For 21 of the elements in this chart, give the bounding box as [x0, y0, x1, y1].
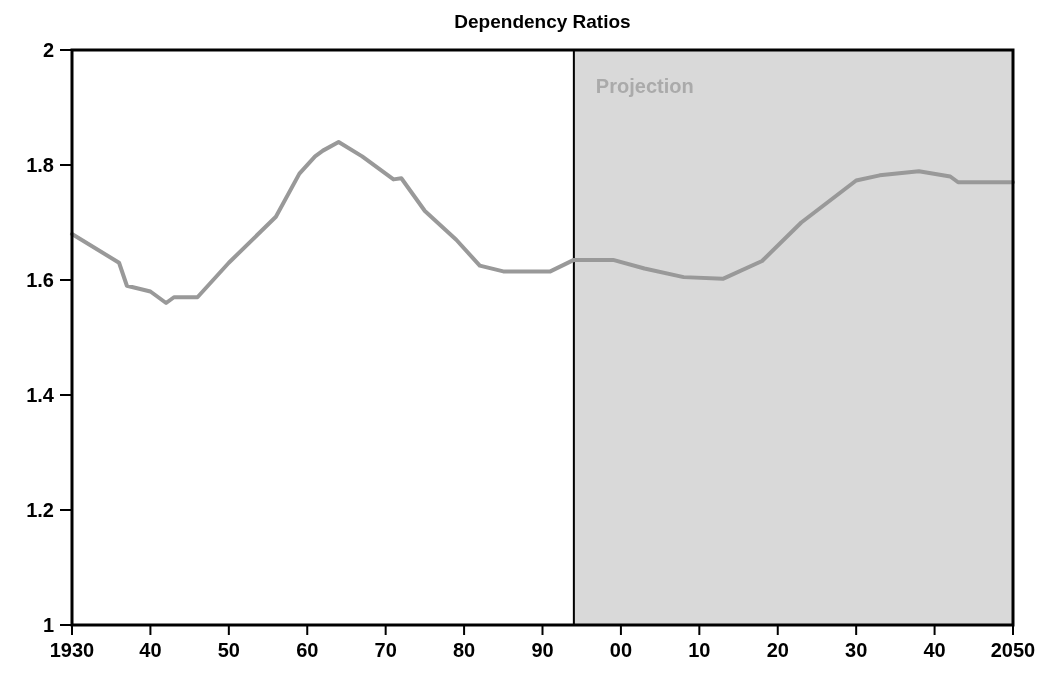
- y-tick-label: 1.4: [26, 384, 55, 406]
- y-tick-label: 1.6: [26, 269, 54, 291]
- y-tick-label: 1.8: [26, 154, 54, 176]
- y-tick-label: 2: [42, 39, 54, 61]
- y-tick-label: 1.2: [26, 499, 54, 521]
- x-tick-label: 90: [531, 639, 554, 661]
- line-series: [70, 140, 1015, 305]
- x-tick-label: 80: [452, 639, 476, 661]
- x-tick-label: 40: [923, 639, 946, 661]
- x-tick-label: 60: [296, 639, 319, 661]
- x-tick-label: 30: [845, 639, 868, 661]
- x-tick-label: 70: [374, 639, 397, 661]
- x-tick-label: 10: [688, 639, 711, 661]
- x-tick-label: 00: [609, 639, 633, 661]
- x-tick-label: 2050: [990, 639, 1036, 661]
- y-tick-label: 1: [42, 614, 54, 636]
- chart-title: Dependency Ratios: [454, 11, 631, 32]
- x-tick-label: 20: [766, 639, 789, 661]
- x-tick-label: 1930: [49, 639, 95, 661]
- x-tick-label: 40: [139, 639, 162, 661]
- x-tick-label: 50: [217, 639, 240, 661]
